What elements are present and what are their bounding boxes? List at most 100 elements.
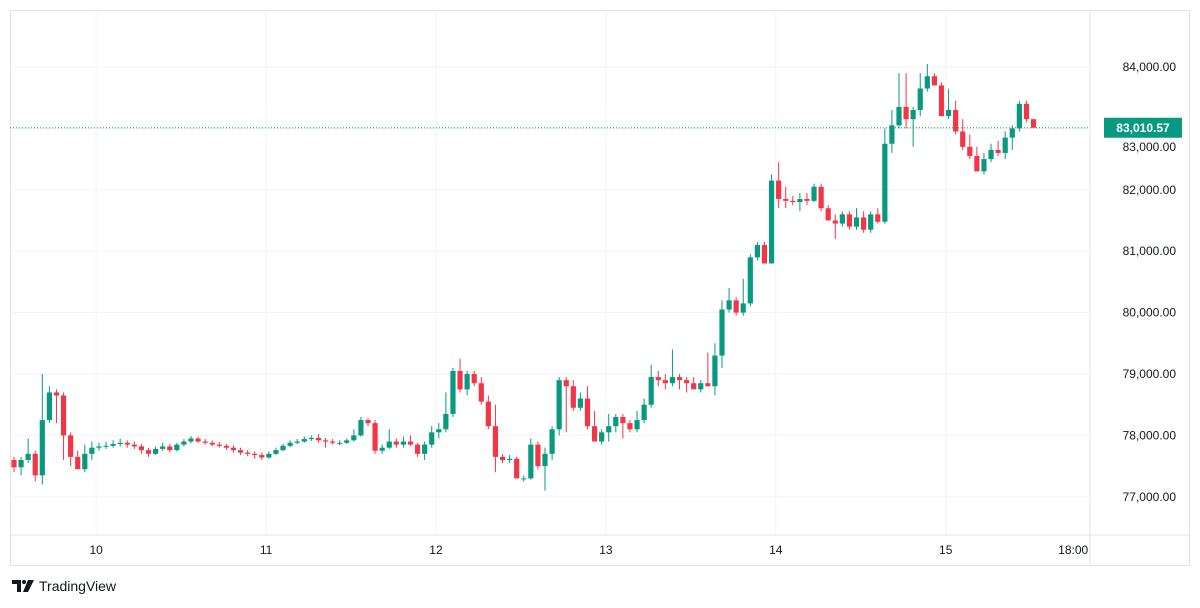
candle-body [995, 149, 1001, 153]
candle [960, 119, 966, 150]
candle [790, 195, 796, 206]
candle-body [747, 257, 753, 304]
candle-body [684, 380, 690, 384]
candle [131, 441, 137, 449]
last-price-label: 83,010.57 [1116, 121, 1170, 135]
candle [160, 442, 166, 451]
candle-body [910, 109, 916, 120]
candle-body [216, 444, 222, 446]
candle [237, 447, 244, 456]
candle-body [832, 220, 838, 224]
candle-body [783, 199, 789, 201]
candle [471, 370, 477, 387]
candle [436, 423, 442, 439]
candle-body [570, 386, 576, 408]
candle [188, 436, 194, 444]
candle-body [507, 458, 513, 460]
candle-body [53, 392, 60, 396]
candle [938, 82, 945, 117]
tradingview-logo[interactable]: TradingView [12, 578, 116, 594]
candle-body [365, 420, 371, 424]
candle [825, 205, 831, 221]
candle-body [719, 309, 725, 356]
price-tick-label: 80,000.00 [1123, 306, 1177, 320]
candle [11, 456, 17, 473]
candle-body [436, 429, 442, 433]
candle-body [825, 208, 831, 221]
candle [145, 447, 152, 457]
candlestick-chart[interactable]: 84,000.00 83,000.00 82,000.00 81,000.00 80,0… [0, 0, 1200, 570]
candle-body [627, 423, 633, 430]
candle-body [839, 214, 845, 224]
candle [414, 442, 421, 457]
price-axis[interactable]: 84,000.00 83,000.00 82,000.00 81,000.00 80,0… [1089, 10, 1177, 566]
candle [563, 377, 569, 433]
candle-body [138, 446, 145, 451]
candle [754, 241, 760, 261]
candle-body [386, 441, 392, 448]
candle [245, 450, 251, 457]
candle [96, 442, 102, 451]
candle-body [1023, 103, 1030, 120]
candle-body [223, 445, 229, 448]
candle [903, 73, 909, 129]
candle-body [535, 444, 541, 467]
candle-body [266, 453, 272, 458]
candle [301, 436, 307, 443]
candle [223, 443, 229, 451]
candle-body [188, 438, 194, 442]
candle-body [804, 199, 810, 201]
candle [577, 392, 583, 411]
candle-body [60, 395, 67, 436]
candle [868, 211, 874, 233]
price-tick-label: 82,000.00 [1123, 183, 1177, 197]
candle [25, 438, 31, 464]
candle [60, 392, 67, 460]
candle-body [768, 180, 775, 264]
candle-body [351, 435, 357, 441]
candle [839, 211, 845, 227]
last-price-badge [1104, 117, 1182, 138]
candle-body [641, 404, 647, 421]
candle-body [110, 443, 116, 446]
candle-body [96, 446, 102, 448]
candle [259, 452, 265, 460]
candle [889, 109, 895, 153]
candle [457, 358, 463, 393]
candle-body [167, 446, 173, 451]
time-axis[interactable]: 10 11 12 13 14 15 18:00 [10, 534, 1190, 557]
candle-body [145, 450, 152, 454]
candle [308, 435, 314, 441]
candle [917, 73, 923, 117]
candle [103, 441, 109, 449]
candle-body [294, 441, 300, 443]
tradingview-logo-icon [12, 580, 34, 592]
candle-body [358, 420, 364, 436]
candle-body [1009, 128, 1015, 138]
candle [846, 211, 853, 230]
candle [726, 288, 732, 313]
candle [1023, 100, 1030, 123]
candle [287, 440, 293, 448]
candle [514, 456, 520, 479]
candle-body [68, 435, 74, 457]
time-tick-label: 15 [939, 543, 953, 557]
candle-body [938, 85, 945, 117]
candle [655, 370, 661, 387]
candle [110, 440, 116, 448]
candle-body [400, 441, 406, 445]
candle-body [861, 217, 867, 230]
candle-body [124, 442, 130, 445]
candle-body [549, 429, 555, 454]
candle-body [903, 106, 909, 120]
candle-body [514, 458, 520, 479]
candle [613, 413, 619, 433]
candle [294, 439, 300, 444]
candle-body [868, 214, 874, 230]
time-tick-label: 11 [260, 543, 273, 557]
candle-body [790, 200, 796, 203]
candle-body [606, 426, 612, 433]
candle-body [337, 442, 343, 444]
candle-body [875, 214, 881, 222]
candle-body [46, 392, 52, 421]
